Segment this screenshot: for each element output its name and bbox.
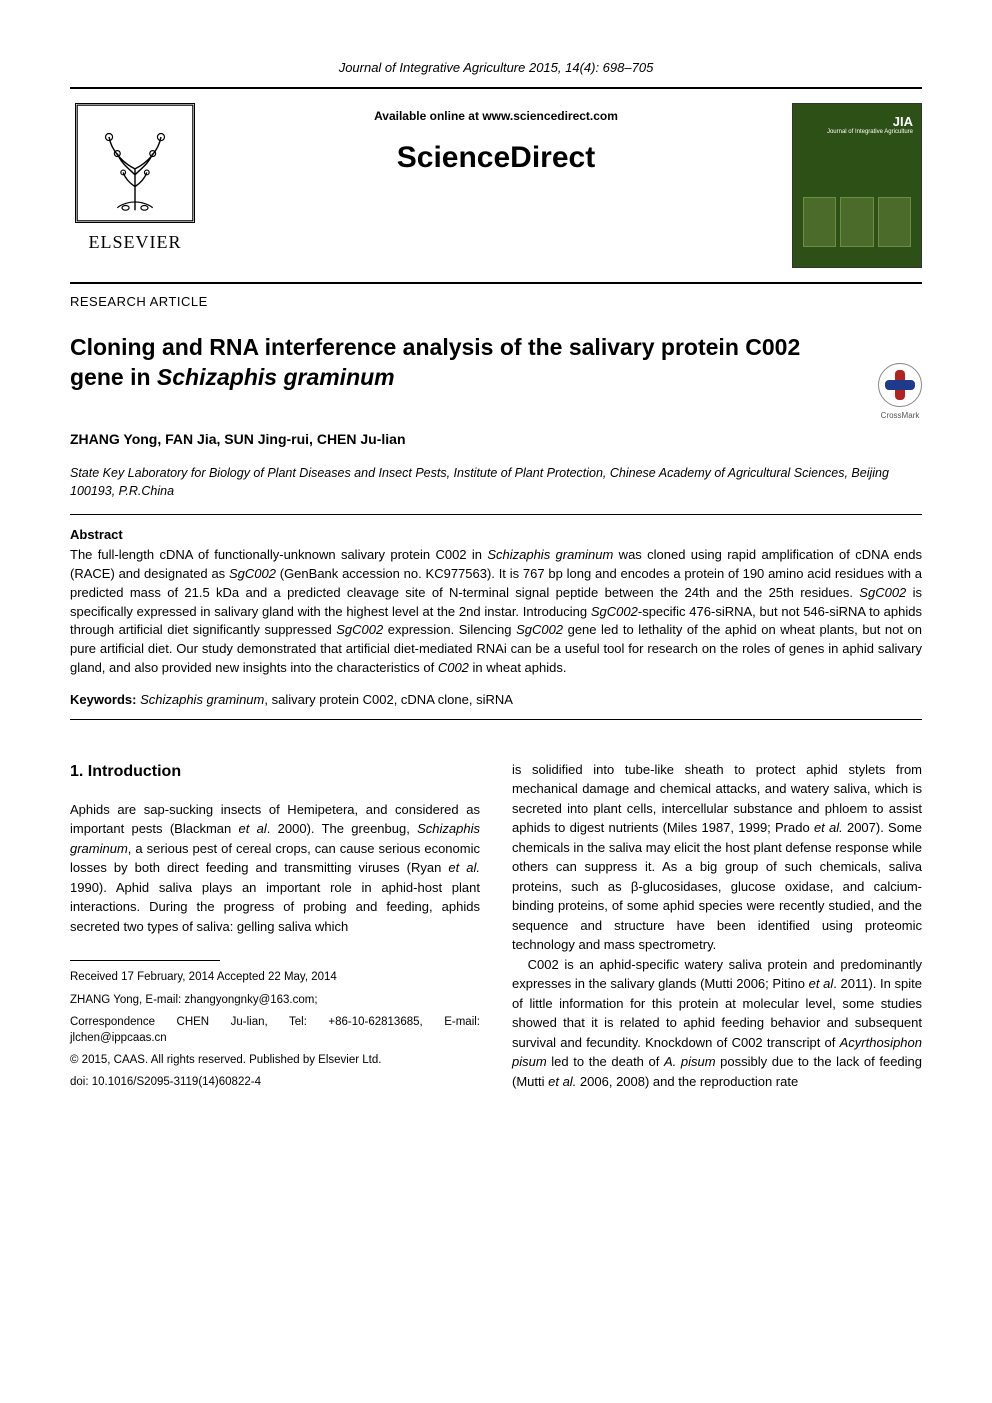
affiliation: State Key Laboratory for Biology of Plan…: [70, 465, 922, 500]
abstract-top-rule: [70, 514, 922, 515]
footnotes: Received 17 February, 2014 Accepted 22 M…: [70, 969, 480, 1090]
cover-title: JIA Journal of Integrative Agriculture: [827, 114, 913, 135]
abstract-bottom-rule: [70, 719, 922, 720]
footnote-copyright: © 2015, CAAS. All rights reserved. Publi…: [70, 1052, 480, 1068]
left-column: 1. Introduction Aphids are sap-sucking i…: [70, 760, 480, 1096]
footnote-received: Received 17 February, 2014 Accepted 22 M…: [70, 969, 480, 985]
abstract-heading: Abstract: [70, 527, 922, 542]
center-header: Available online at www.sciencedirect.co…: [200, 103, 792, 181]
cover-images: [803, 197, 911, 247]
title-row: Cloning and RNA interference analysis of…: [70, 333, 922, 407]
top-rule: [70, 87, 922, 89]
article-type: RESEARCH ARTICLE: [70, 294, 922, 309]
available-online-text: Available online at www.sciencedirect.co…: [200, 109, 792, 123]
elsevier-tree-icon: [75, 103, 195, 223]
section-heading-intro: 1. Introduction: [70, 760, 480, 784]
right-para-2: C002 is an aphid-specific watery saliva …: [512, 955, 922, 1092]
footnote-doi: doi: 10.1016/S2095-3119(14)60822-4: [70, 1074, 480, 1090]
journal-header: Journal of Integrative Agriculture 2015,…: [70, 60, 922, 75]
elsevier-logo-block: ELSEVIER: [70, 103, 200, 253]
band-rule: [70, 282, 922, 284]
abstract-text: The full-length cDNA of functionally-unk…: [70, 546, 922, 678]
keywords: Keywords: Schizaphis graminum, salivary …: [70, 692, 922, 707]
crossmark-label: CrossMark: [881, 411, 920, 420]
right-column: is solidified into tube-like sheath to p…: [512, 760, 922, 1096]
crossmark-icon[interactable]: CrossMark: [878, 363, 922, 407]
title-species: Schizaphis graminum: [157, 364, 395, 390]
footnote-rule: [70, 960, 220, 961]
footnote-correspondence: Correspondence CHEN Ju-lian, Tel: +86-10…: [70, 1014, 480, 1046]
journal-cover-thumbnail: JIA Journal of Integrative Agriculture: [792, 103, 922, 268]
sciencedirect-brand: ScienceDirect: [200, 141, 792, 175]
article-title: Cloning and RNA interference analysis of…: [70, 333, 878, 393]
right-para-1: is solidified into tube-like sheath to p…: [512, 760, 922, 955]
authors: ZHANG Yong, FAN Jia, SUN Jing-rui, CHEN …: [70, 431, 922, 447]
elsevier-label: ELSEVIER: [70, 232, 200, 253]
footnote-author-email: ZHANG Yong, E-mail: zhangyongnky@163.com…: [70, 992, 480, 1008]
two-column-body: 1. Introduction Aphids are sap-sucking i…: [70, 760, 922, 1096]
header-band: ELSEVIER Available online at www.science…: [70, 103, 922, 268]
intro-paragraph: Aphids are sap-sucking insects of Hemipe…: [70, 800, 480, 937]
keywords-label: Keywords:: [70, 692, 140, 707]
